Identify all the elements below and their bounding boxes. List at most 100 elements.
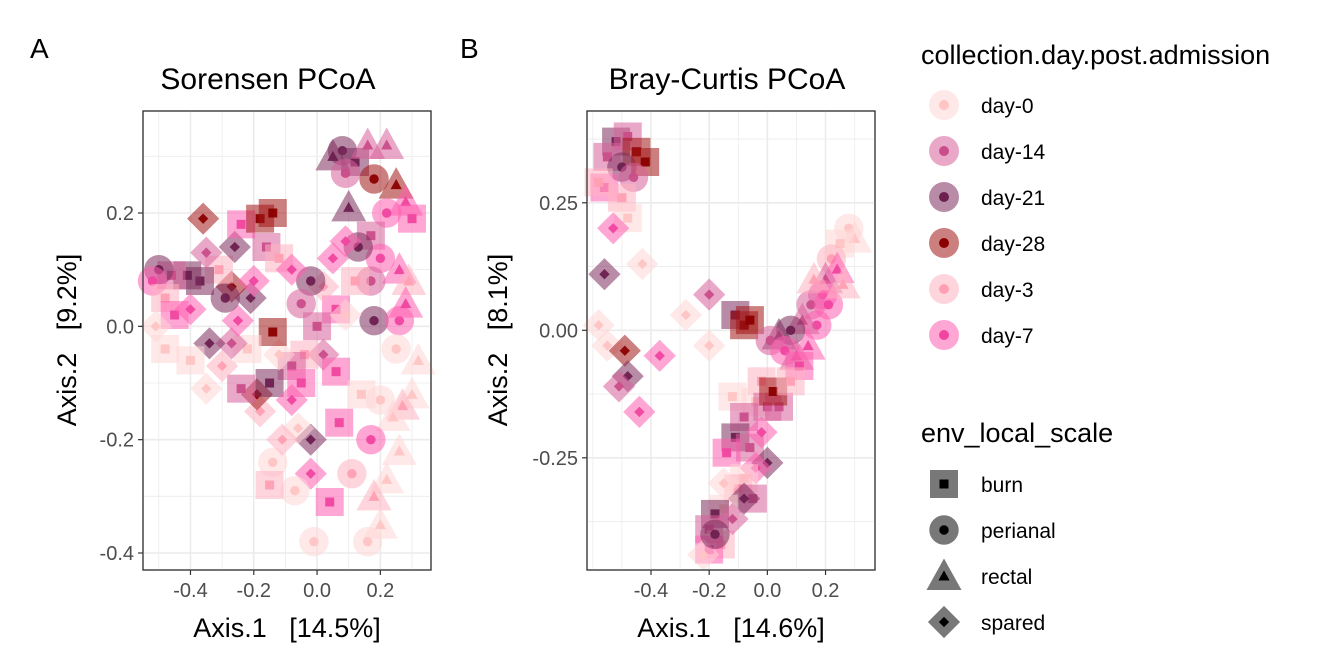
legend-color-label: day-28 [981,233,1045,256]
legend-color-dot [939,330,949,340]
legend-color-label: day-14 [981,141,1046,164]
chart-a-point-inner [292,423,304,434]
chart-a-point [139,310,172,343]
chart-a-point [322,357,351,386]
chart-b-point [707,467,740,500]
chart-a-point-inner [396,400,409,411]
legend-color-item: day-14 [929,136,1046,166]
chart-a-point [255,369,284,397]
chart-a-point [353,526,383,557]
chart-b: -0.4 -0.2 0.0 0.2 -0.25 0.00 0.25 [532,110,876,602]
chart-a-ytick-label: 0.0 [106,316,134,338]
chart-a: -0.4 -0.2 0.0 0.2 -0.4 -0.2 0.0 0.2 [100,110,436,602]
chart-a-point [356,478,392,511]
chart-b-point [700,519,730,549]
chart-a-point [337,458,367,489]
chart-a-point [391,263,427,295]
chart-b-point [751,446,784,479]
chart-a-point-inner [216,360,228,372]
chart-a-point-inner [400,298,412,309]
chart-a-point-inner [340,236,351,247]
chart-b-point [626,247,659,281]
chart-a-ytick-label: 0.2 [106,203,134,225]
legend-color-item: day-21 [929,182,1045,212]
chart-a-point [227,374,256,403]
chart-b-ytick-label: -0.25 [532,448,578,470]
chart-a-point-inner [375,253,386,264]
chart-b-point [796,261,832,294]
chart-b-point [727,482,761,515]
legend-color-label: day-7 [981,325,1034,348]
chart-a-point-inner [268,457,278,468]
chart-a-point-inner [309,536,319,547]
chart-b-point [643,339,676,372]
legend-color-title: collection.day.post.admission [921,40,1270,70]
legend-color-dot [939,100,949,110]
chart-b-point [669,298,703,332]
legend-color-dot [939,284,949,294]
chart-b-frame [586,110,876,571]
chart-a-point [258,447,288,478]
chart-b-point-inner [613,381,625,392]
chart-a-point [356,424,386,455]
chart-b-point-inner [738,493,750,504]
chart-a-point-inner [340,168,351,179]
chart-a-point [151,335,180,363]
chart-b-point-inner [654,350,665,361]
chart-a-point-inner [391,344,401,354]
chart-a-point [381,334,411,364]
chart-a-point [325,408,354,437]
chart-b-point-inner [602,152,612,162]
chart-a-frame [142,110,432,571]
chart-a-point [329,225,362,258]
chart-a-point [315,488,344,516]
chart-b-point-inner [710,529,720,540]
chart-a-point [307,338,340,371]
chart-a-point-inner [327,253,339,264]
legend-shape-label: rectal [981,566,1032,589]
chart-a-point [190,236,223,269]
chart-b-point [790,328,826,360]
chart-a-point-inner [204,338,215,349]
chart-a-point [381,433,417,465]
chart-b-xtick-label: -0.2 [692,580,726,602]
chart-a-point [341,267,370,295]
chart-b-point [693,278,726,311]
chart-a-point-inner [290,485,300,496]
legend-color-item: day-3 [929,274,1034,304]
chart-a-point-inner [170,310,180,320]
chart-b-point-inner [608,223,619,234]
panel-label-b: B [460,33,479,64]
legend-shape-label: perianal [981,520,1056,543]
chart-b-point-inner [619,345,630,356]
chart-a-point [359,164,389,194]
chart-b-point [712,438,741,467]
chart-b-axes: -0.4 -0.2 0.0 0.2 -0.25 0.00 0.25 [532,193,839,602]
legend-shape-item: spared [927,605,1045,639]
legend-shape-dot [938,570,950,581]
chart-a-point-inner [407,214,417,224]
chart-a-point [176,346,205,375]
chart-b-point-inner [794,361,804,371]
chart-a-point-inner [400,196,412,207]
chart-a-xtick-label: -0.4 [173,580,207,602]
chart-b-title: Bray-Curtis PCoA [609,63,846,96]
chart-a-point-inner [393,445,405,456]
chart-a-point-inner [312,321,322,331]
chart-b-point-inner [727,392,737,402]
chart-b-point-inner [634,406,645,418]
chart-a-point-inner [305,434,316,445]
chart-a-point-inner [147,276,158,286]
chart-a-point [218,230,251,264]
chart-a-point [388,286,424,318]
chart-b-point-inner [602,340,613,351]
chart-a-point [210,283,240,313]
chart-b-ylabel: Axis.2 [8.1%] [483,254,513,427]
chart-a-point-inner [242,344,252,354]
chart-a-point-inner [226,338,237,349]
chart-a-point-inner [387,411,399,422]
chart-a-point-inner [394,315,405,326]
chart-a-point [266,423,299,456]
legend-color-item: day-7 [929,320,1034,350]
legend-color-label: day-3 [981,279,1034,302]
